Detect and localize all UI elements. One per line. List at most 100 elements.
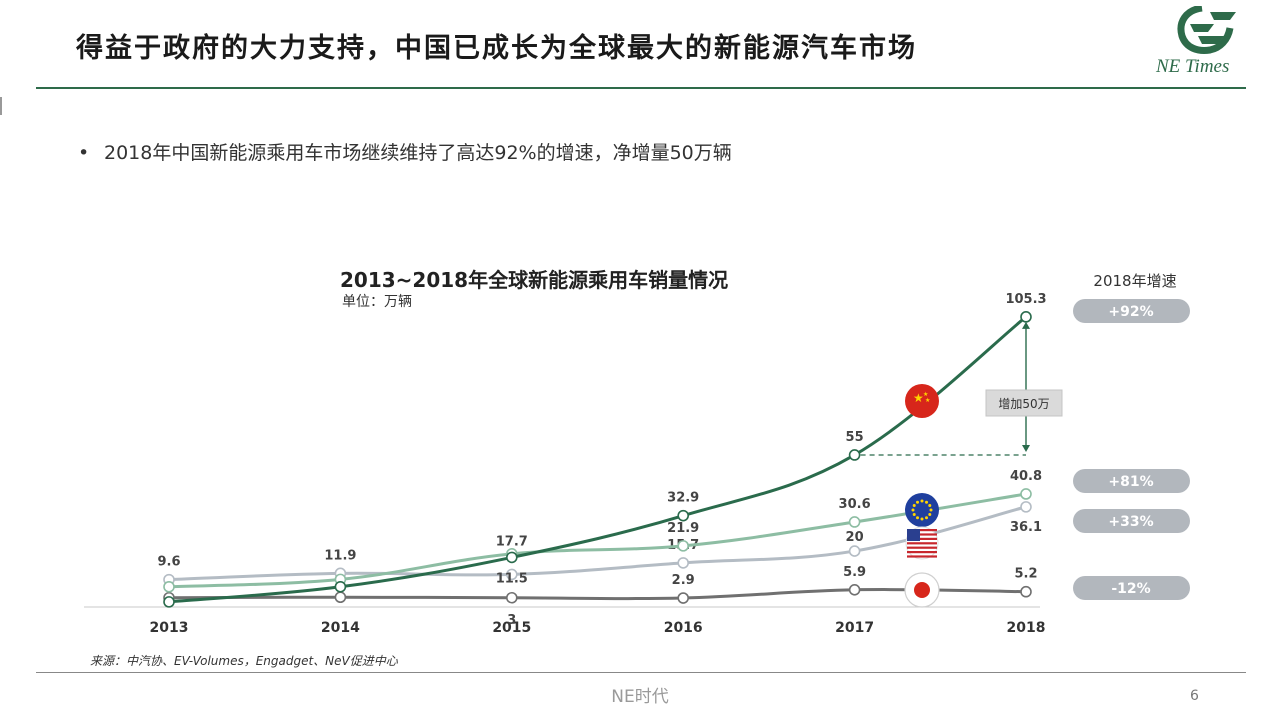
flag-star — [929, 508, 933, 512]
flag-star — [920, 499, 924, 503]
page-number: 6 — [1190, 688, 1199, 704]
annotation-text: 增加50万 — [998, 397, 1049, 411]
flag-stripe — [907, 529, 937, 532]
europe-data-point — [163, 580, 175, 593]
flag-star — [911, 508, 915, 512]
japan-data-label: 2.9 — [672, 573, 695, 588]
europe-series-line — [168, 492, 1027, 589]
flag-disc — [905, 384, 939, 418]
china-flag-icon: ★ ★★ — [905, 384, 939, 418]
flag-stripe — [907, 542, 937, 545]
bullet-dot: • — [78, 142, 90, 164]
usa-series-line — [168, 505, 1027, 582]
japan-data-label: 3 — [507, 613, 516, 628]
flag-disc — [905, 493, 939, 527]
japan-data-point — [677, 592, 690, 604]
flag-sun — [914, 582, 930, 598]
china-growth-label: +92% — [1108, 304, 1153, 320]
usa-growth-label: +33% — [1108, 514, 1153, 530]
logo-text: NE Times — [1156, 56, 1230, 77]
japan-growth-pill — [1073, 576, 1190, 600]
china-data-point — [848, 449, 861, 461]
japan-data-point — [505, 591, 518, 604]
slide-title: 得益于政府的大力支持，中国已成长为全球最大的新能源汽车市场 — [76, 33, 917, 64]
china-data-point — [505, 551, 518, 564]
flag-star — [920, 517, 924, 521]
japan-data-point — [848, 583, 861, 596]
usa-data-label: 9.6 — [157, 555, 180, 570]
flag-stripe — [907, 551, 937, 554]
flag-star — [912, 513, 916, 516]
usa-data-point — [1020, 501, 1032, 513]
x-tick-label: 2018 — [1007, 620, 1046, 636]
arrow-head-down — [1022, 444, 1030, 452]
china-series-line — [168, 315, 1027, 604]
europe-data-label: 21.9 — [667, 521, 699, 536]
flag-star: ★ — [925, 397, 930, 404]
x-tick-label: 2013 — [150, 620, 189, 636]
arrow-head-up — [1022, 321, 1030, 329]
japan-series-line — [168, 588, 1027, 601]
europe-data-point — [848, 516, 861, 528]
growth-header: 2018年增速 — [1093, 272, 1177, 290]
flag-star — [928, 504, 932, 507]
edge-marker — [0, 97, 2, 115]
china-data-point — [677, 509, 690, 522]
footer-divider — [36, 672, 1246, 673]
flag-stripe — [907, 537, 937, 540]
japan-data-point — [1020, 585, 1032, 598]
flag-star: ★ — [923, 391, 928, 398]
china-data-label: 105.3 — [1005, 292, 1046, 307]
usa-data-label: 36.1 — [1010, 520, 1042, 535]
usa-data-point — [677, 557, 690, 569]
title-divider — [36, 87, 1246, 89]
annotation-box — [985, 389, 1063, 417]
flag-stripe — [907, 533, 937, 536]
europe-data-point — [677, 540, 690, 552]
chart-title: 2013~2018年全球新能源乘用车销量情况 — [340, 268, 729, 292]
x-tick-label: 2014 — [321, 620, 360, 636]
x-tick-label: 2015 — [492, 620, 531, 636]
flag-star — [916, 516, 919, 520]
x-tick-label: 2016 — [664, 620, 703, 636]
europe-data-label: 30.6 — [839, 497, 871, 512]
europe-growth-pill — [1073, 469, 1190, 493]
china-data-point — [1020, 311, 1032, 323]
usa-data-label: 20 — [846, 530, 864, 545]
china-growth-pill — [1073, 299, 1190, 323]
japan-data-label: 5.9 — [843, 565, 866, 580]
us-flag-icon — [905, 526, 939, 560]
footer-brand: NE时代 — [611, 687, 669, 707]
flag-star — [928, 513, 932, 516]
japan-flag-icon — [904, 572, 940, 608]
eu-flag-icon — [905, 493, 939, 527]
usa-data-point — [505, 568, 518, 581]
japan-data-label: 5.2 — [1014, 567, 1037, 582]
japan-data-point — [334, 591, 347, 604]
china-data-label: 55 — [846, 430, 864, 445]
china-data-label: 32.9 — [667, 491, 699, 506]
bullet-text: 2018年中国新能源乘用车市场继续维持了高达92%的增速，净增量50万辆 — [104, 142, 732, 164]
flag-stripe — [907, 546, 937, 549]
usa-growth-pill — [1073, 509, 1190, 533]
source-note: 来源：中汽协、EV-Volumes，Engadget、NeV促进中心 — [90, 654, 398, 668]
chart-unit: 单位：万辆 — [342, 294, 412, 310]
flag-star: ★ — [913, 391, 924, 405]
flag-canton — [907, 529, 920, 541]
europe-data-point — [1020, 488, 1032, 500]
usa-data-point — [848, 545, 861, 557]
europe-data-label: 40.8 — [1010, 469, 1042, 484]
europe-growth-label: +81% — [1108, 474, 1153, 490]
flag-star — [925, 516, 928, 520]
flag-star — [925, 500, 928, 504]
china-data-label: 17.7 — [496, 534, 528, 549]
japan-growth-label: -12% — [1111, 581, 1150, 597]
x-tick-label: 2017 — [835, 620, 874, 636]
china-data-point — [334, 580, 347, 593]
flag-stripe — [907, 555, 937, 558]
flag-star — [912, 504, 916, 507]
usa-data-label: 11.5 — [496, 571, 528, 586]
ne-times-logo-icon — [1177, 6, 1236, 54]
usa-data-label: 11.9 — [324, 548, 356, 563]
